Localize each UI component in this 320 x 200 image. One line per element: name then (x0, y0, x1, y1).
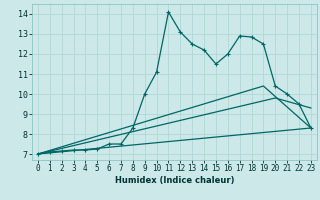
X-axis label: Humidex (Indice chaleur): Humidex (Indice chaleur) (115, 176, 234, 185)
